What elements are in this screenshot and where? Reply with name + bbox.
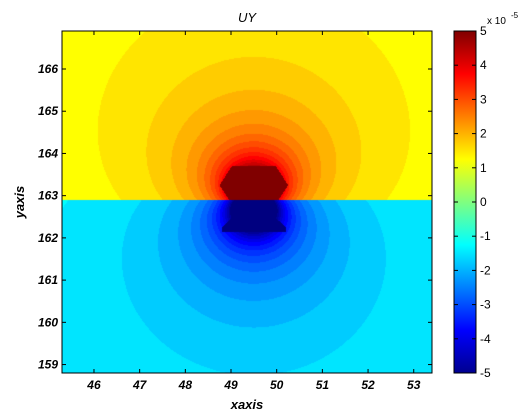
colorbar-tick-label: 5 [480,24,487,38]
colorbar-tick-label: 3 [480,92,487,106]
x-tick-label: 47 [132,378,148,392]
colorbar: -5 -4 -3 -2 -1 0 1 2 3 4 5 x 10 -5 [453,11,519,380]
colorbar-tick-label: -2 [480,263,491,277]
y-tick-label: 166 [38,62,58,76]
chart-title: UY [238,10,257,25]
y-axis-ticks: 159 160 161 162 163 164 165 166 [38,62,432,372]
y-axis-label: yaxis [12,186,27,220]
x-tick-label: 53 [407,378,421,392]
x-axis-ticks: 46 47 48 49 50 51 52 53 [86,31,421,392]
x-tick-label: 48 [178,378,193,392]
x-tick-label: 52 [361,378,375,392]
colorbar-ticks: -5 -4 -3 -2 -1 0 1 2 3 4 5 [454,24,491,380]
x-tick-label: 50 [270,378,284,392]
colorbar-tick-label: 1 [480,161,487,175]
colorbar-tick-label: 4 [480,58,487,72]
x-tick-label: 49 [223,378,238,392]
y-tick-label: 163 [38,189,58,203]
plot-frame [61,30,433,374]
y-tick-label: 161 [38,273,58,287]
x-axis-label: xaxis [230,397,264,412]
colorbar-exponent-label: x 10 [487,16,506,27]
y-tick-label: 162 [38,231,58,245]
x-tick-label: 46 [86,378,101,392]
y-tick-label: 165 [38,104,58,118]
colorbar-tick-label: -4 [480,332,491,346]
colorbar-tick-label: 2 [480,127,487,141]
y-tick-label: 164 [38,146,58,160]
colorbar-exponent-power: -5 [511,11,519,20]
colorbar-tick-label: -3 [480,298,491,312]
heatmap-image [62,31,432,373]
y-tick-label: 160 [38,315,58,329]
colorbar-tick-label: -1 [480,229,491,243]
y-tick-label: 159 [38,358,58,372]
plot-area [61,30,433,374]
x-tick-label: 51 [316,378,330,392]
colorbar-tick-label: 0 [480,195,487,209]
colorbar-tick-label: -5 [480,366,491,380]
